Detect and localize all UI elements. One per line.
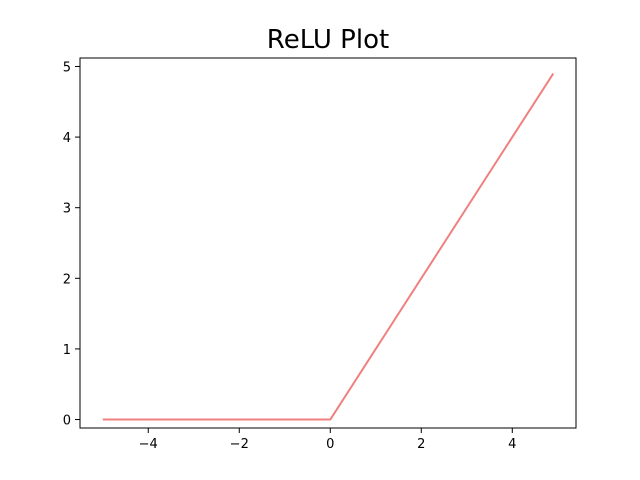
- x-tick-label: 0: [326, 437, 334, 452]
- x-tick-label: 4: [508, 437, 516, 452]
- y-tick-label: 5: [63, 60, 71, 75]
- y-tick-label: 4: [63, 131, 71, 146]
- x-tick-label: −2: [230, 437, 249, 452]
- axes-frame: [79, 57, 577, 429]
- chart-title: ReLU Plot: [267, 25, 389, 55]
- y-tick-label: 2: [63, 272, 71, 287]
- axes: −4 −2 0 2 4 0 1 2 3 4 5: [63, 57, 577, 452]
- x-tick-label: −4: [139, 437, 158, 452]
- y-tick-label: 1: [63, 343, 71, 358]
- y-tick-label: 0: [63, 414, 71, 429]
- y-tick-label: 3: [63, 202, 71, 217]
- x-tick-label: 2: [417, 437, 425, 452]
- plot-area: [102, 72, 555, 421]
- series-line-0: [102, 72, 555, 421]
